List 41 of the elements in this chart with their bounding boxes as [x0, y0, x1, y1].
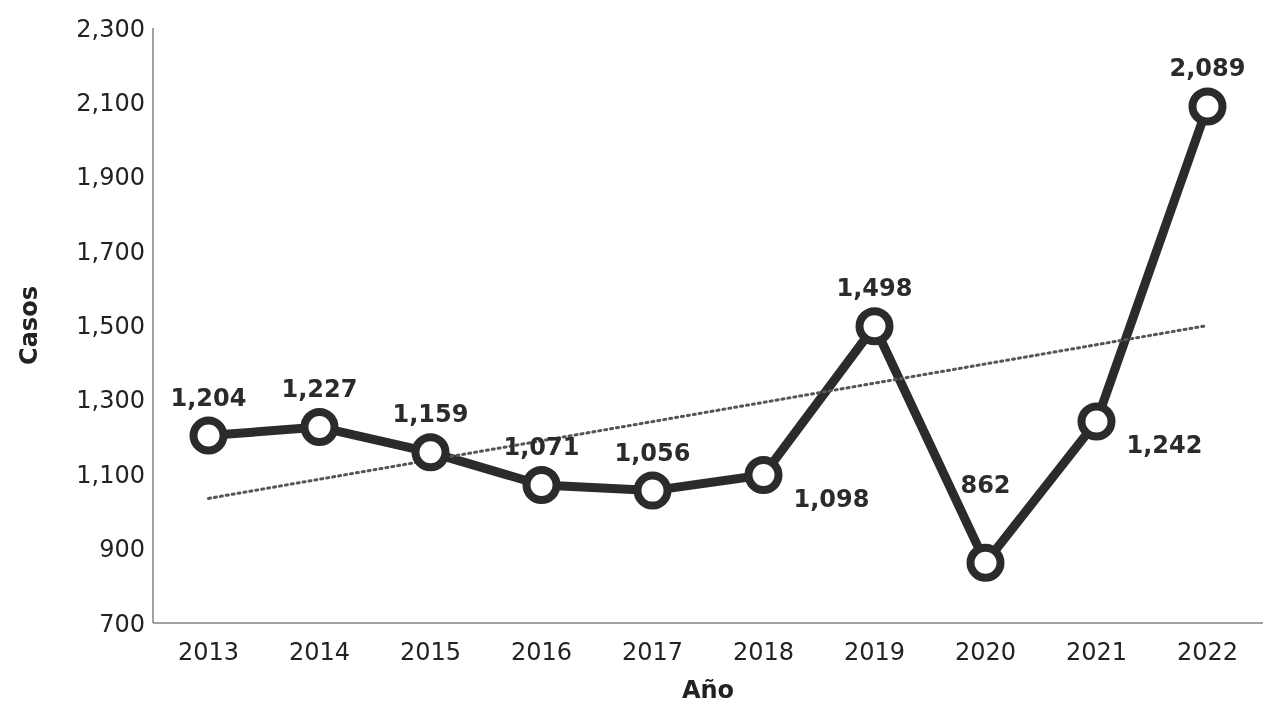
data-label: 2,089 — [1169, 54, 1246, 83]
point — [633, 471, 672, 510]
x-tick-label: 2020 — [954, 638, 1017, 667]
y-tick-label: 1,500 — [76, 312, 145, 341]
point — [411, 433, 450, 472]
y-tick-label: 1,700 — [76, 237, 145, 266]
y-tick-label: 2,100 — [76, 88, 145, 117]
data-label: 1,056 — [614, 438, 691, 467]
y-tick-label: 1,100 — [76, 460, 145, 489]
data-label: 1,071 — [503, 433, 580, 462]
y-tick-label: 900 — [99, 535, 145, 564]
point — [522, 466, 561, 505]
y-tick-label: 1,300 — [76, 386, 145, 415]
point — [744, 455, 783, 494]
data-label: 1,498 — [836, 274, 913, 303]
x-tick-label: 2015 — [399, 638, 462, 667]
y-axis-title: Casos — [14, 286, 43, 365]
x-axis-title: Año — [681, 676, 735, 704]
point — [1077, 402, 1116, 441]
x-tick-label: 2021 — [1065, 638, 1128, 667]
data-label: 862 — [960, 470, 1011, 499]
data-label: 1,098 — [793, 484, 870, 513]
data-label: 1,159 — [392, 400, 469, 429]
point — [855, 307, 894, 346]
x-tick-label: 2014 — [288, 638, 351, 667]
y-tick-label: 700 — [99, 609, 145, 638]
x-tick-label: 2019 — [843, 638, 906, 667]
point — [966, 543, 1005, 582]
point — [189, 416, 228, 455]
x-tick-label: 2022 — [1176, 638, 1239, 667]
data-label: 1,227 — [281, 375, 358, 404]
x-tick-label: 2018 — [732, 638, 795, 667]
point — [300, 408, 339, 447]
point — [1188, 87, 1227, 126]
x-tick-label: 2017 — [621, 638, 684, 667]
x-tick-label: 2016 — [510, 638, 573, 667]
y-tick-label: 2,300 — [76, 14, 145, 43]
data-label: 1,204 — [170, 383, 247, 412]
data-label: 1,242 — [1126, 431, 1203, 460]
x-tick-label: 2013 — [177, 638, 240, 667]
y-tick-label: 1,900 — [76, 163, 145, 192]
